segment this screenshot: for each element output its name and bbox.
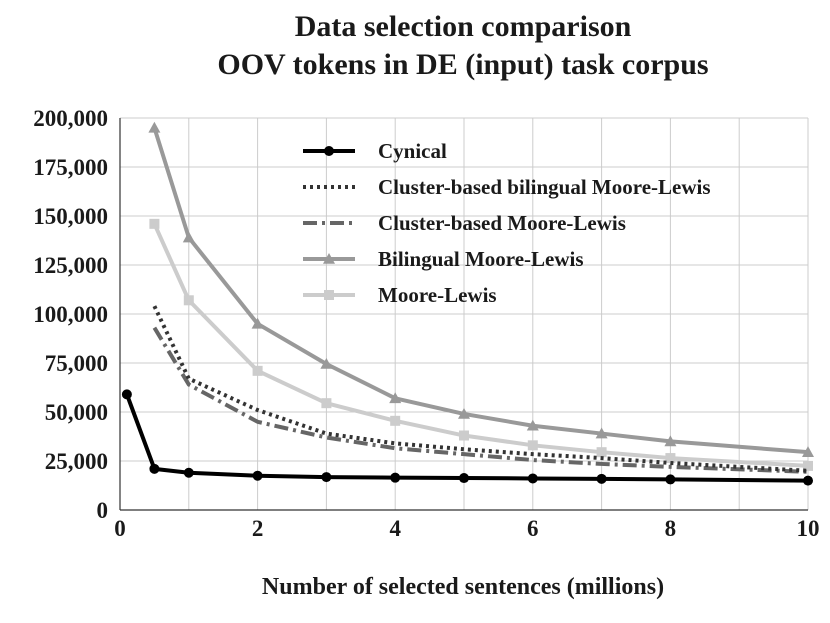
legend-label: Cluster-based bilingual Moore-Lewis	[378, 175, 711, 199]
axes	[119, 118, 808, 511]
x-tick-label: 0	[114, 516, 126, 541]
series-line	[152, 127, 809, 455]
series-bilingual-moore-lewis	[148, 121, 814, 457]
y-tick-label: 0	[97, 498, 109, 523]
series-line	[152, 305, 809, 473]
y-tick-label: 125,000	[33, 253, 108, 278]
series-moore-lewis	[149, 218, 813, 471]
data-point	[324, 146, 334, 156]
chart-subtitle: OOV tokens in DE (input) task corpus	[217, 48, 708, 81]
data-point	[251, 317, 264, 329]
data-point	[527, 440, 538, 451]
data-point	[526, 419, 539, 431]
data-point	[459, 430, 469, 441]
legend-item: Moore-Lewis	[303, 283, 497, 307]
data-point	[149, 218, 160, 229]
data-point	[596, 447, 607, 458]
data-point	[121, 389, 132, 400]
data-point	[320, 357, 333, 369]
data-point	[183, 295, 194, 306]
series-cluster-based-moore-lewis	[152, 326, 809, 474]
y-tick-label: 50,000	[45, 400, 108, 425]
data-point	[665, 453, 676, 464]
data-point	[527, 473, 538, 484]
data-point	[182, 231, 195, 243]
y-tick-label: 175,000	[33, 155, 108, 180]
data-point	[803, 460, 813, 471]
data-point	[183, 467, 194, 478]
data-point	[324, 290, 334, 300]
legend-label: Cluster-based Moore-Lewis	[378, 211, 626, 235]
legend-item: Bilingual Moore-Lewis	[303, 247, 584, 271]
legend: Cynical Cluster-based bilingual Moore-Lew…	[303, 139, 711, 307]
x-axis-label: Number of selected sentences (millions)	[262, 574, 664, 600]
chart-title: Data selection comparison	[295, 10, 632, 43]
x-tick-label: 8	[665, 516, 677, 541]
series-cluster-based-bilingual-moore-lewis	[152, 305, 809, 473]
series-line	[152, 326, 809, 474]
data-point	[149, 463, 160, 474]
y-tick-label: 75,000	[45, 351, 108, 376]
x-tick-label: 2	[252, 516, 264, 541]
legend-label: Cynical	[378, 139, 447, 163]
y-tick-labels: 0 25,000 50,000 75,000 100,000 125,000 150,000…	[33, 106, 108, 523]
data-point	[321, 472, 332, 483]
x-tick-label: 6	[527, 516, 539, 541]
series-cynical	[121, 389, 813, 486]
data-point	[252, 365, 263, 376]
legend-label: Moore-Lewis	[378, 283, 497, 307]
data-point	[148, 121, 161, 133]
data-point	[802, 446, 814, 457]
series-line	[152, 223, 809, 468]
legend-item: Cluster-based bilingual Moore-Lewis	[303, 175, 711, 199]
data-point	[596, 473, 607, 484]
data-point	[321, 398, 332, 409]
x-tick-label: 10	[797, 516, 820, 541]
data-point	[595, 427, 608, 439]
y-tick-label: 100,000	[33, 302, 108, 327]
y-tick-label: 150,000	[33, 204, 108, 229]
data-point	[458, 407, 470, 419]
data-point	[252, 470, 263, 481]
y-tick-label: 200,000	[33, 106, 108, 131]
data-point	[390, 472, 401, 483]
data-point	[390, 415, 401, 426]
series	[121, 121, 814, 486]
data-point	[803, 475, 813, 486]
x-tick-labels: 0 2 4 6 8 10	[114, 516, 819, 541]
legend-item: Cynical	[303, 139, 447, 163]
data-point	[323, 253, 335, 264]
data-point	[389, 392, 402, 404]
legend-label: Bilingual Moore-Lewis	[378, 247, 584, 271]
legend-item: Cluster-based Moore-Lewis	[303, 211, 626, 235]
data-point	[665, 474, 676, 485]
x-tick-label: 4	[389, 516, 401, 541]
data-point	[459, 473, 469, 484]
data-point	[664, 435, 677, 447]
y-tick-label: 25,000	[45, 449, 108, 474]
